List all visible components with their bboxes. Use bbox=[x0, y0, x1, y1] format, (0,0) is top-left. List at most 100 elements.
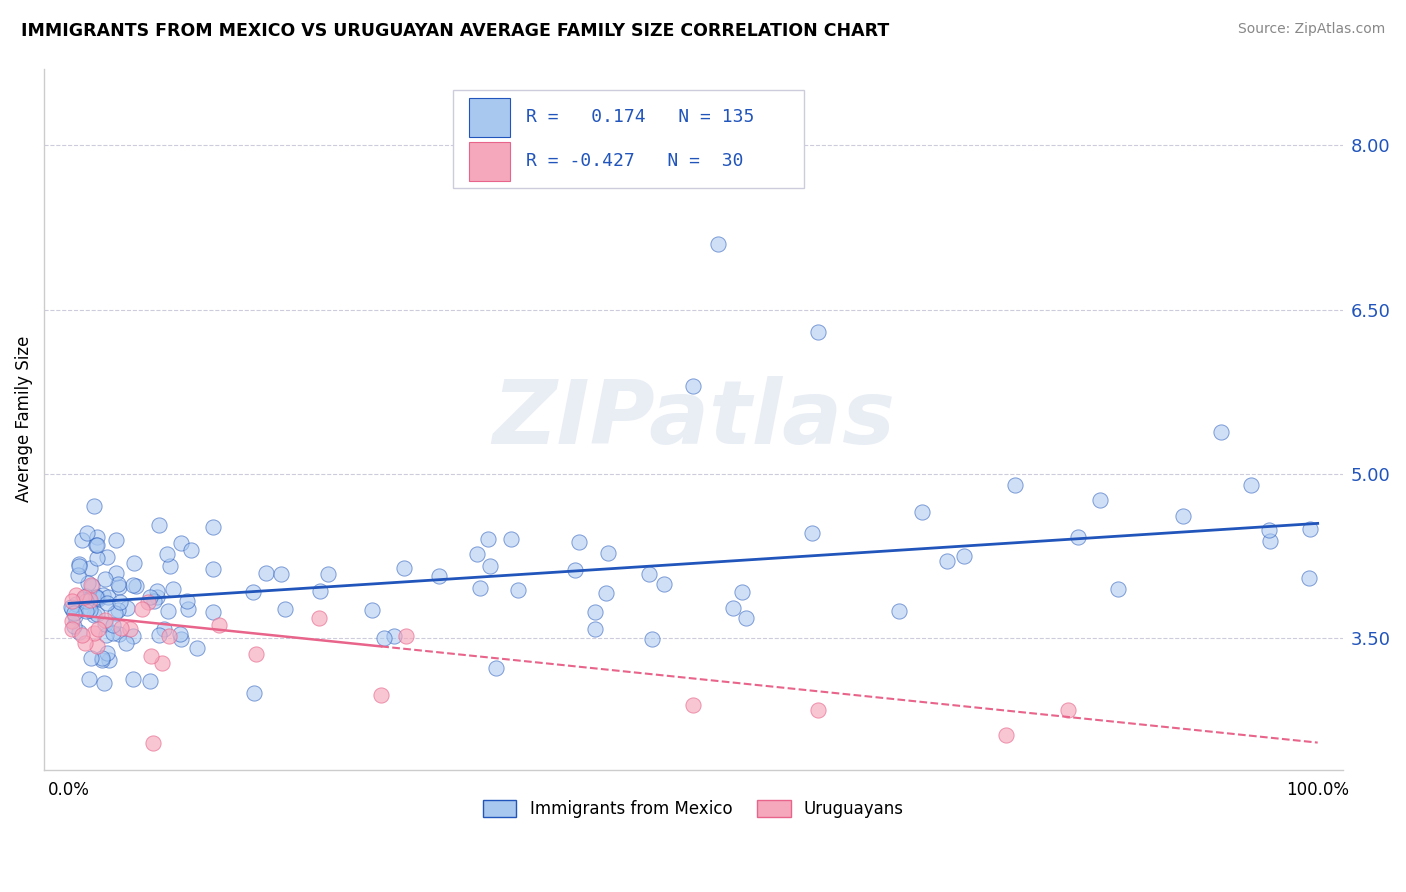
Point bbox=[79, 561, 101, 575]
Point bbox=[170, 632, 193, 647]
Bar bbox=[468, 98, 510, 136]
Point bbox=[103, 626, 125, 640]
Point bbox=[1257, 523, 1279, 537]
Text: R =   0.174   N = 135: R = 0.174 N = 135 bbox=[526, 108, 754, 127]
Point bbox=[59, 599, 82, 614]
Point bbox=[734, 611, 756, 625]
Point bbox=[60, 614, 83, 628]
Point bbox=[108, 595, 131, 609]
Point bbox=[86, 591, 108, 605]
Point bbox=[83, 607, 105, 622]
Legend: Immigrants from Mexico, Uruguayans: Immigrants from Mexico, Uruguayans bbox=[477, 793, 911, 825]
Point bbox=[682, 698, 704, 712]
Point bbox=[254, 566, 277, 581]
Point bbox=[65, 597, 87, 611]
Point bbox=[86, 607, 108, 621]
Point bbox=[1067, 530, 1090, 544]
Point bbox=[79, 603, 101, 617]
Point bbox=[96, 596, 118, 610]
Point bbox=[62, 607, 84, 621]
Point bbox=[80, 579, 103, 593]
Point bbox=[96, 549, 118, 564]
Point bbox=[122, 672, 145, 686]
Point bbox=[638, 567, 661, 582]
Point bbox=[75, 604, 97, 618]
Point bbox=[568, 535, 591, 549]
Point bbox=[162, 582, 184, 596]
Point bbox=[911, 505, 934, 519]
Point bbox=[107, 603, 129, 617]
Point bbox=[110, 621, 132, 635]
Point bbox=[242, 585, 264, 599]
Point bbox=[370, 688, 392, 702]
Point bbox=[169, 627, 191, 641]
Point bbox=[143, 594, 166, 608]
Point bbox=[72, 591, 94, 605]
Point bbox=[104, 607, 127, 621]
Point bbox=[382, 629, 405, 643]
Point bbox=[70, 533, 93, 547]
Point bbox=[105, 533, 128, 547]
Point bbox=[596, 545, 619, 559]
Point bbox=[136, 595, 159, 609]
FancyBboxPatch shape bbox=[453, 89, 804, 188]
Point bbox=[801, 526, 824, 541]
Point bbox=[148, 627, 170, 641]
Point bbox=[121, 629, 143, 643]
Point bbox=[124, 556, 146, 570]
Point bbox=[641, 632, 664, 646]
Point bbox=[63, 608, 86, 623]
Point bbox=[87, 592, 110, 607]
Point bbox=[125, 579, 148, 593]
Point bbox=[274, 601, 297, 615]
Point bbox=[807, 703, 830, 717]
Point bbox=[202, 519, 225, 533]
Point bbox=[86, 639, 108, 653]
Point bbox=[105, 566, 128, 580]
Point bbox=[159, 559, 181, 574]
Point bbox=[76, 576, 98, 591]
Point bbox=[242, 686, 264, 700]
Point bbox=[583, 622, 606, 636]
Point bbox=[75, 594, 97, 608]
Point bbox=[465, 547, 488, 561]
Point bbox=[707, 236, 730, 251]
Point bbox=[373, 632, 395, 646]
Point bbox=[101, 618, 124, 632]
Point bbox=[91, 587, 114, 601]
Point bbox=[76, 525, 98, 540]
Point bbox=[186, 641, 208, 656]
Point bbox=[118, 622, 141, 636]
Point bbox=[86, 551, 108, 566]
Text: Source: ZipAtlas.com: Source: ZipAtlas.com bbox=[1237, 22, 1385, 37]
Point bbox=[316, 567, 339, 582]
Point bbox=[139, 673, 162, 688]
Bar bbox=[468, 142, 510, 181]
Point bbox=[94, 572, 117, 586]
Point bbox=[83, 626, 105, 640]
Point bbox=[60, 623, 83, 637]
Point bbox=[180, 542, 202, 557]
Point bbox=[65, 588, 87, 602]
Point bbox=[150, 656, 173, 670]
Point bbox=[1298, 571, 1320, 585]
Point bbox=[1211, 425, 1233, 439]
Point bbox=[1057, 703, 1080, 717]
Point bbox=[427, 569, 450, 583]
Point bbox=[208, 618, 231, 632]
Point bbox=[77, 672, 100, 686]
Point bbox=[479, 558, 502, 573]
Point bbox=[148, 518, 170, 533]
Point bbox=[308, 611, 330, 625]
Point bbox=[1173, 509, 1195, 524]
Point bbox=[139, 590, 162, 604]
Point bbox=[67, 558, 90, 573]
Point bbox=[309, 583, 332, 598]
Point bbox=[87, 622, 110, 636]
Point bbox=[157, 629, 180, 643]
Point bbox=[70, 628, 93, 642]
Point bbox=[1088, 493, 1111, 508]
Point bbox=[887, 604, 910, 618]
Point bbox=[115, 636, 138, 650]
Point bbox=[79, 650, 101, 665]
